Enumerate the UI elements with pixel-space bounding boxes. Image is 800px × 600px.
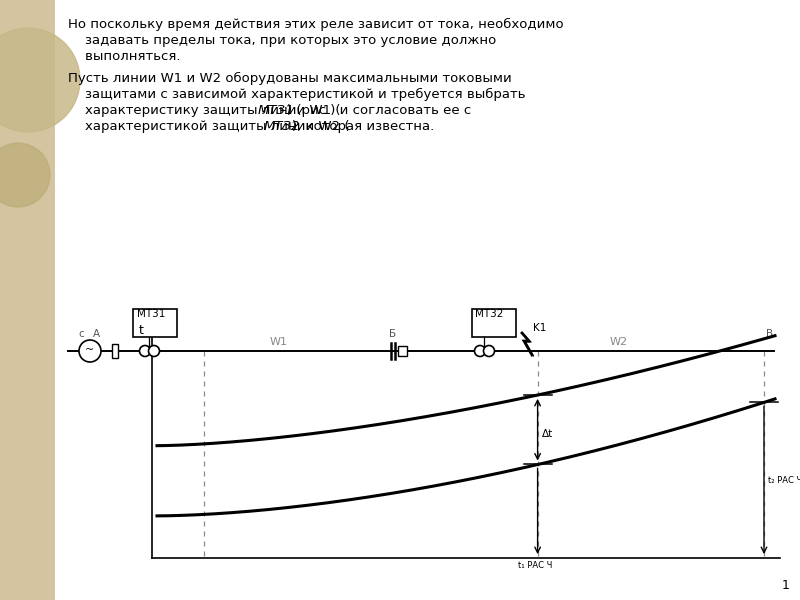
Text: 1: 1	[782, 579, 790, 592]
Bar	[112, 344, 118, 358]
Bar	[472, 309, 516, 337]
Text: t: t	[139, 324, 144, 337]
Text: MT32: MT32	[475, 309, 503, 319]
Text: ~: ~	[86, 345, 94, 355]
Circle shape	[149, 346, 159, 356]
Text: ), которая известна.: ), которая известна.	[292, 120, 434, 133]
Text: A: A	[93, 329, 100, 339]
Text: защитами с зависимой характеристикой и требуется выбрать: защитами с зависимой характеристикой и т…	[68, 88, 526, 101]
Text: Пусть линии W1 и W2 оборудованы максимальными токовыми: Пусть линии W1 и W2 оборудованы максимал…	[68, 72, 512, 85]
Text: Δt: Δt	[542, 429, 553, 439]
Text: B: B	[766, 329, 774, 339]
Text: МТЗ2: МТЗ2	[263, 120, 300, 133]
Text: t₂ РАС Ч: t₂ РАС Ч	[768, 476, 800, 485]
Circle shape	[139, 346, 150, 356]
Text: задавать пределы тока, при которых это условие должно: задавать пределы тока, при которых это у…	[68, 34, 496, 47]
Circle shape	[0, 28, 80, 132]
Text: c: c	[78, 329, 84, 339]
Text: Но поскольку время действия этих реле зависит от тока, необходимо: Но поскольку время действия этих реле за…	[68, 18, 564, 31]
Circle shape	[483, 346, 494, 356]
Bar	[133, 309, 177, 337]
Text: ) (рис.) и согласовать ее с: ) (рис.) и согласовать ее с	[287, 104, 471, 117]
Text: MT31: MT31	[137, 309, 166, 319]
Text: МТЗ1: МТЗ1	[258, 104, 294, 117]
Circle shape	[79, 340, 101, 362]
Text: K1: K1	[533, 323, 546, 333]
Circle shape	[474, 346, 486, 356]
Text: W1: W1	[270, 337, 288, 347]
Text: характеристикой защиты линии W2 (: характеристикой защиты линии W2 (	[68, 120, 350, 133]
Text: выполняться.: выполняться.	[68, 50, 181, 63]
Text: t₁ РАС Ч: t₁ РАС Ч	[518, 561, 553, 570]
Circle shape	[0, 143, 50, 207]
Bar	[398, 346, 407, 356]
Text: Б: Б	[389, 329, 396, 339]
Text: характеристику защиты линии W1 (: характеристику защиты линии W1 (	[68, 104, 341, 117]
Text: W2: W2	[610, 337, 628, 347]
